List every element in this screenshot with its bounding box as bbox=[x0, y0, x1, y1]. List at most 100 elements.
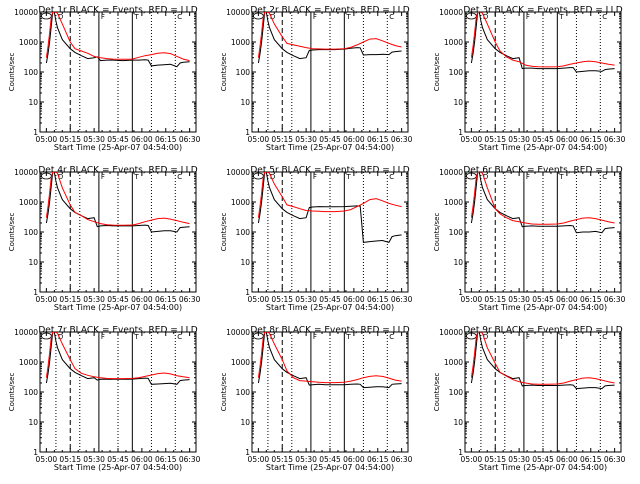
y-axis-label: Counts/sec bbox=[433, 373, 441, 412]
flag-label: T bbox=[558, 173, 564, 181]
series-events bbox=[257, 12, 402, 64]
x-axis-label: Start Time (25-Apr-07 04:54:00) bbox=[266, 463, 394, 472]
flag-label: C bbox=[177, 333, 182, 341]
x-tick-label: 05:15 bbox=[484, 135, 506, 144]
x-tick-label: 06:00 bbox=[343, 295, 365, 304]
y-tick-label: 1000 bbox=[19, 358, 38, 367]
x-tick-label: 05:30 bbox=[83, 295, 105, 304]
flag-label: F bbox=[313, 173, 317, 181]
y-tick-label: 100 bbox=[24, 68, 39, 77]
y-tick-label: 100 bbox=[236, 388, 251, 397]
x-tick-label: 06:15 bbox=[155, 455, 177, 464]
flag-label: F bbox=[101, 333, 105, 341]
y-tick-label: 10000 bbox=[439, 8, 463, 17]
series-lld bbox=[45, 12, 190, 62]
x-tick-label: 06:00 bbox=[556, 455, 578, 464]
series-events bbox=[257, 172, 402, 243]
series-lld bbox=[470, 172, 615, 225]
series-lld bbox=[257, 172, 402, 218]
panel-title: Det 4r BLACK = Events, RED = LLD bbox=[38, 166, 197, 176]
y-tick-label: 10000 bbox=[439, 168, 463, 177]
flag-label: T bbox=[133, 333, 139, 341]
series-lld bbox=[45, 172, 190, 226]
y-tick-label: 10000 bbox=[226, 8, 250, 17]
y-tick-label: 1000 bbox=[231, 358, 250, 367]
x-tick-label: 05:30 bbox=[83, 455, 105, 464]
x-tick-label: 06:15 bbox=[155, 295, 177, 304]
x-axis-label: Start Time (25-Apr-07 04:54:00) bbox=[479, 303, 607, 312]
y-tick-label: 1 bbox=[33, 288, 38, 297]
x-axis-label: Start Time (25-Apr-07 04:54:00) bbox=[266, 143, 394, 152]
y-tick-label: 100 bbox=[449, 228, 464, 237]
x-tick-label: 05:15 bbox=[59, 135, 81, 144]
flag-label: D bbox=[270, 173, 275, 181]
series-events bbox=[45, 172, 190, 233]
x-tick-label: 06:30 bbox=[604, 295, 626, 304]
x-axis-label: Start Time (25-Apr-07 04:54:00) bbox=[479, 463, 607, 472]
y-axis-label: Counts/sec bbox=[220, 213, 228, 252]
x-tick-label: 05:00 bbox=[461, 135, 483, 144]
flag-label: F bbox=[101, 173, 105, 181]
y-tick-label: 10 bbox=[453, 418, 463, 427]
x-tick-label: 05:15 bbox=[484, 295, 506, 304]
x-tick-label: 06:30 bbox=[179, 455, 201, 464]
x-axis-label: Start Time (25-Apr-07 04:54:00) bbox=[479, 143, 607, 152]
x-tick-label: 06:00 bbox=[343, 135, 365, 144]
y-tick-label: 10000 bbox=[439, 328, 463, 337]
y-tick-label: 1000 bbox=[231, 38, 250, 47]
flag-label: C bbox=[389, 333, 394, 341]
x-tick-label: 05:00 bbox=[36, 455, 58, 464]
flag-label: T bbox=[133, 173, 139, 181]
x-tick-label: 05:45 bbox=[319, 135, 341, 144]
flag-label: C bbox=[389, 173, 394, 181]
x-tick-label: 05:15 bbox=[271, 295, 293, 304]
panel-det-8: Det 8r BLACK = Events, RED = LLD 1 10 100 10… bbox=[220, 326, 413, 473]
y-tick-label: 1000 bbox=[19, 198, 38, 207]
x-tick-label: 05:15 bbox=[271, 135, 293, 144]
series-lld bbox=[470, 12, 615, 68]
flag-label: T bbox=[345, 13, 351, 21]
flag-label: D bbox=[483, 333, 488, 341]
panel-det-7: Det 7r BLACK = Events, RED = LLD 1 10 100 10… bbox=[8, 326, 201, 473]
x-tick-label: 06:15 bbox=[580, 135, 602, 144]
x-tick-label: 05:00 bbox=[248, 295, 270, 304]
y-tick-label: 10 bbox=[28, 258, 38, 267]
y-tick-label: 10000 bbox=[14, 168, 38, 177]
x-tick-label: 06:00 bbox=[131, 455, 153, 464]
x-tick-label: 05:30 bbox=[508, 295, 530, 304]
y-axis-label: Counts/sec bbox=[8, 213, 16, 252]
y-tick-label: 100 bbox=[24, 388, 39, 397]
x-tick-label: 06:00 bbox=[343, 455, 365, 464]
y-axis-label: Counts/sec bbox=[220, 373, 228, 412]
y-tick-label: 1000 bbox=[444, 38, 463, 47]
x-tick-label: 05:45 bbox=[319, 455, 341, 464]
series-events bbox=[45, 332, 190, 385]
x-tick-label: 05:15 bbox=[59, 295, 81, 304]
x-tick-label: 05:45 bbox=[107, 135, 129, 144]
y-tick-label: 10 bbox=[453, 98, 463, 107]
panel-title: Det 8r BLACK = Events, RED = LLD bbox=[250, 326, 409, 336]
y-tick-label: 100 bbox=[236, 68, 251, 77]
x-tick-label: 05:00 bbox=[461, 455, 483, 464]
x-tick-label: 06:30 bbox=[179, 135, 201, 144]
x-tick-label: 06:00 bbox=[556, 135, 578, 144]
panel-title: Det 7r BLACK = Events, RED = LLD bbox=[38, 326, 197, 336]
y-tick-label: 10 bbox=[240, 98, 250, 107]
x-tick-label: 06:30 bbox=[391, 455, 413, 464]
flag-label: D bbox=[270, 333, 275, 341]
flag-label: F bbox=[526, 13, 530, 21]
x-axis-label: Start Time (25-Apr-07 04:54:00) bbox=[54, 463, 182, 472]
flag-label: D bbox=[58, 173, 63, 181]
y-tick-label: 1 bbox=[458, 128, 463, 137]
y-tick-label: 100 bbox=[24, 228, 39, 237]
panel-det-5: Det 5r BLACK = Events, RED = LLD 1 10 100 10… bbox=[220, 166, 413, 313]
series-events bbox=[470, 12, 615, 73]
x-tick-label: 05:30 bbox=[508, 455, 530, 464]
panel-det-2: Det 2r BLACK = Events, RED = LLD 1 10 100 10… bbox=[220, 6, 413, 153]
flag-label: T bbox=[345, 173, 351, 181]
flag-label: C bbox=[602, 13, 607, 21]
y-tick-label: 10000 bbox=[14, 8, 38, 17]
x-tick-label: 05:15 bbox=[484, 455, 506, 464]
